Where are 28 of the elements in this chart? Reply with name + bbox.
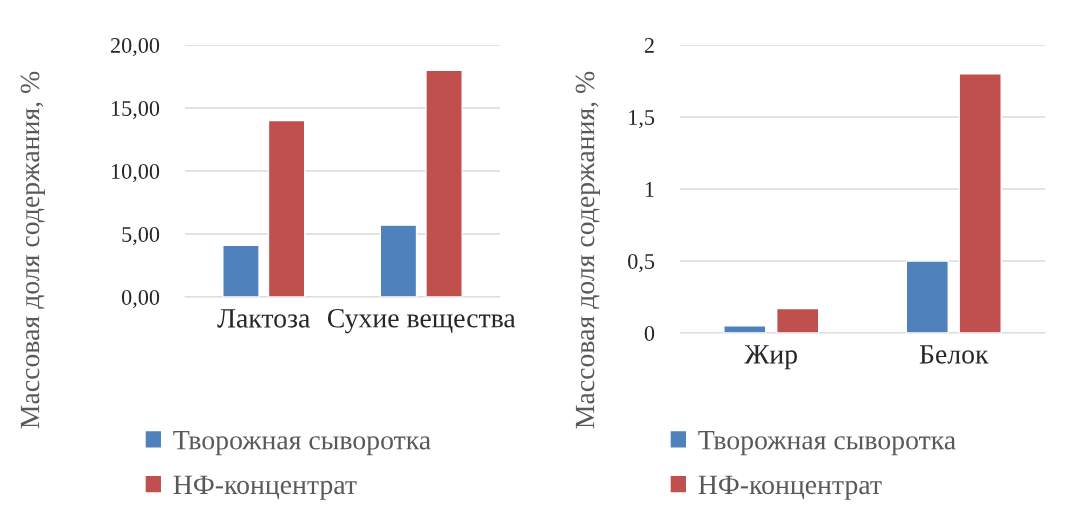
y-tick-label: 5,00 — [122, 226, 160, 246]
y-axis-title: Массовая доля содержания, % — [20, 71, 45, 429]
x-tick-label: Лактоза — [217, 309, 310, 328]
bar — [905, 260, 949, 333]
bar — [958, 73, 1002, 333]
x-tick-label: Сухие вещества — [327, 308, 516, 334]
y-tick-label: 1 — [645, 182, 654, 197]
legend-label: Творожная сыворотка — [698, 431, 956, 456]
y-axis-title: Массовая доля содержания, % — [575, 71, 600, 429]
bar — [379, 224, 418, 297]
y-tick-label: 0,5 — [628, 253, 655, 273]
y-tick-label: 2 — [644, 37, 654, 53]
legend-label: НФ-концентрат — [173, 475, 357, 500]
y-tick-label: 10,00 — [111, 163, 160, 183]
y-tick-label: 20,00 — [110, 37, 160, 57]
x-tick-label: Белок — [919, 345, 989, 364]
y-tick-label: 0,00 — [121, 289, 160, 309]
y-tick-label: 1,5 — [629, 110, 655, 129]
legend-label: Творожная сыворотка — [173, 431, 431, 456]
bar — [776, 307, 820, 333]
y-tick-label: 15,00 — [111, 100, 160, 120]
bar — [222, 244, 260, 297]
legend-label: НФ-концентрат — [698, 475, 882, 500]
x-tick-label: Жир — [744, 345, 797, 370]
bar — [267, 119, 306, 297]
bar — [723, 325, 767, 333]
y-tick-label: 0 — [644, 325, 655, 341]
bar — [425, 69, 463, 297]
